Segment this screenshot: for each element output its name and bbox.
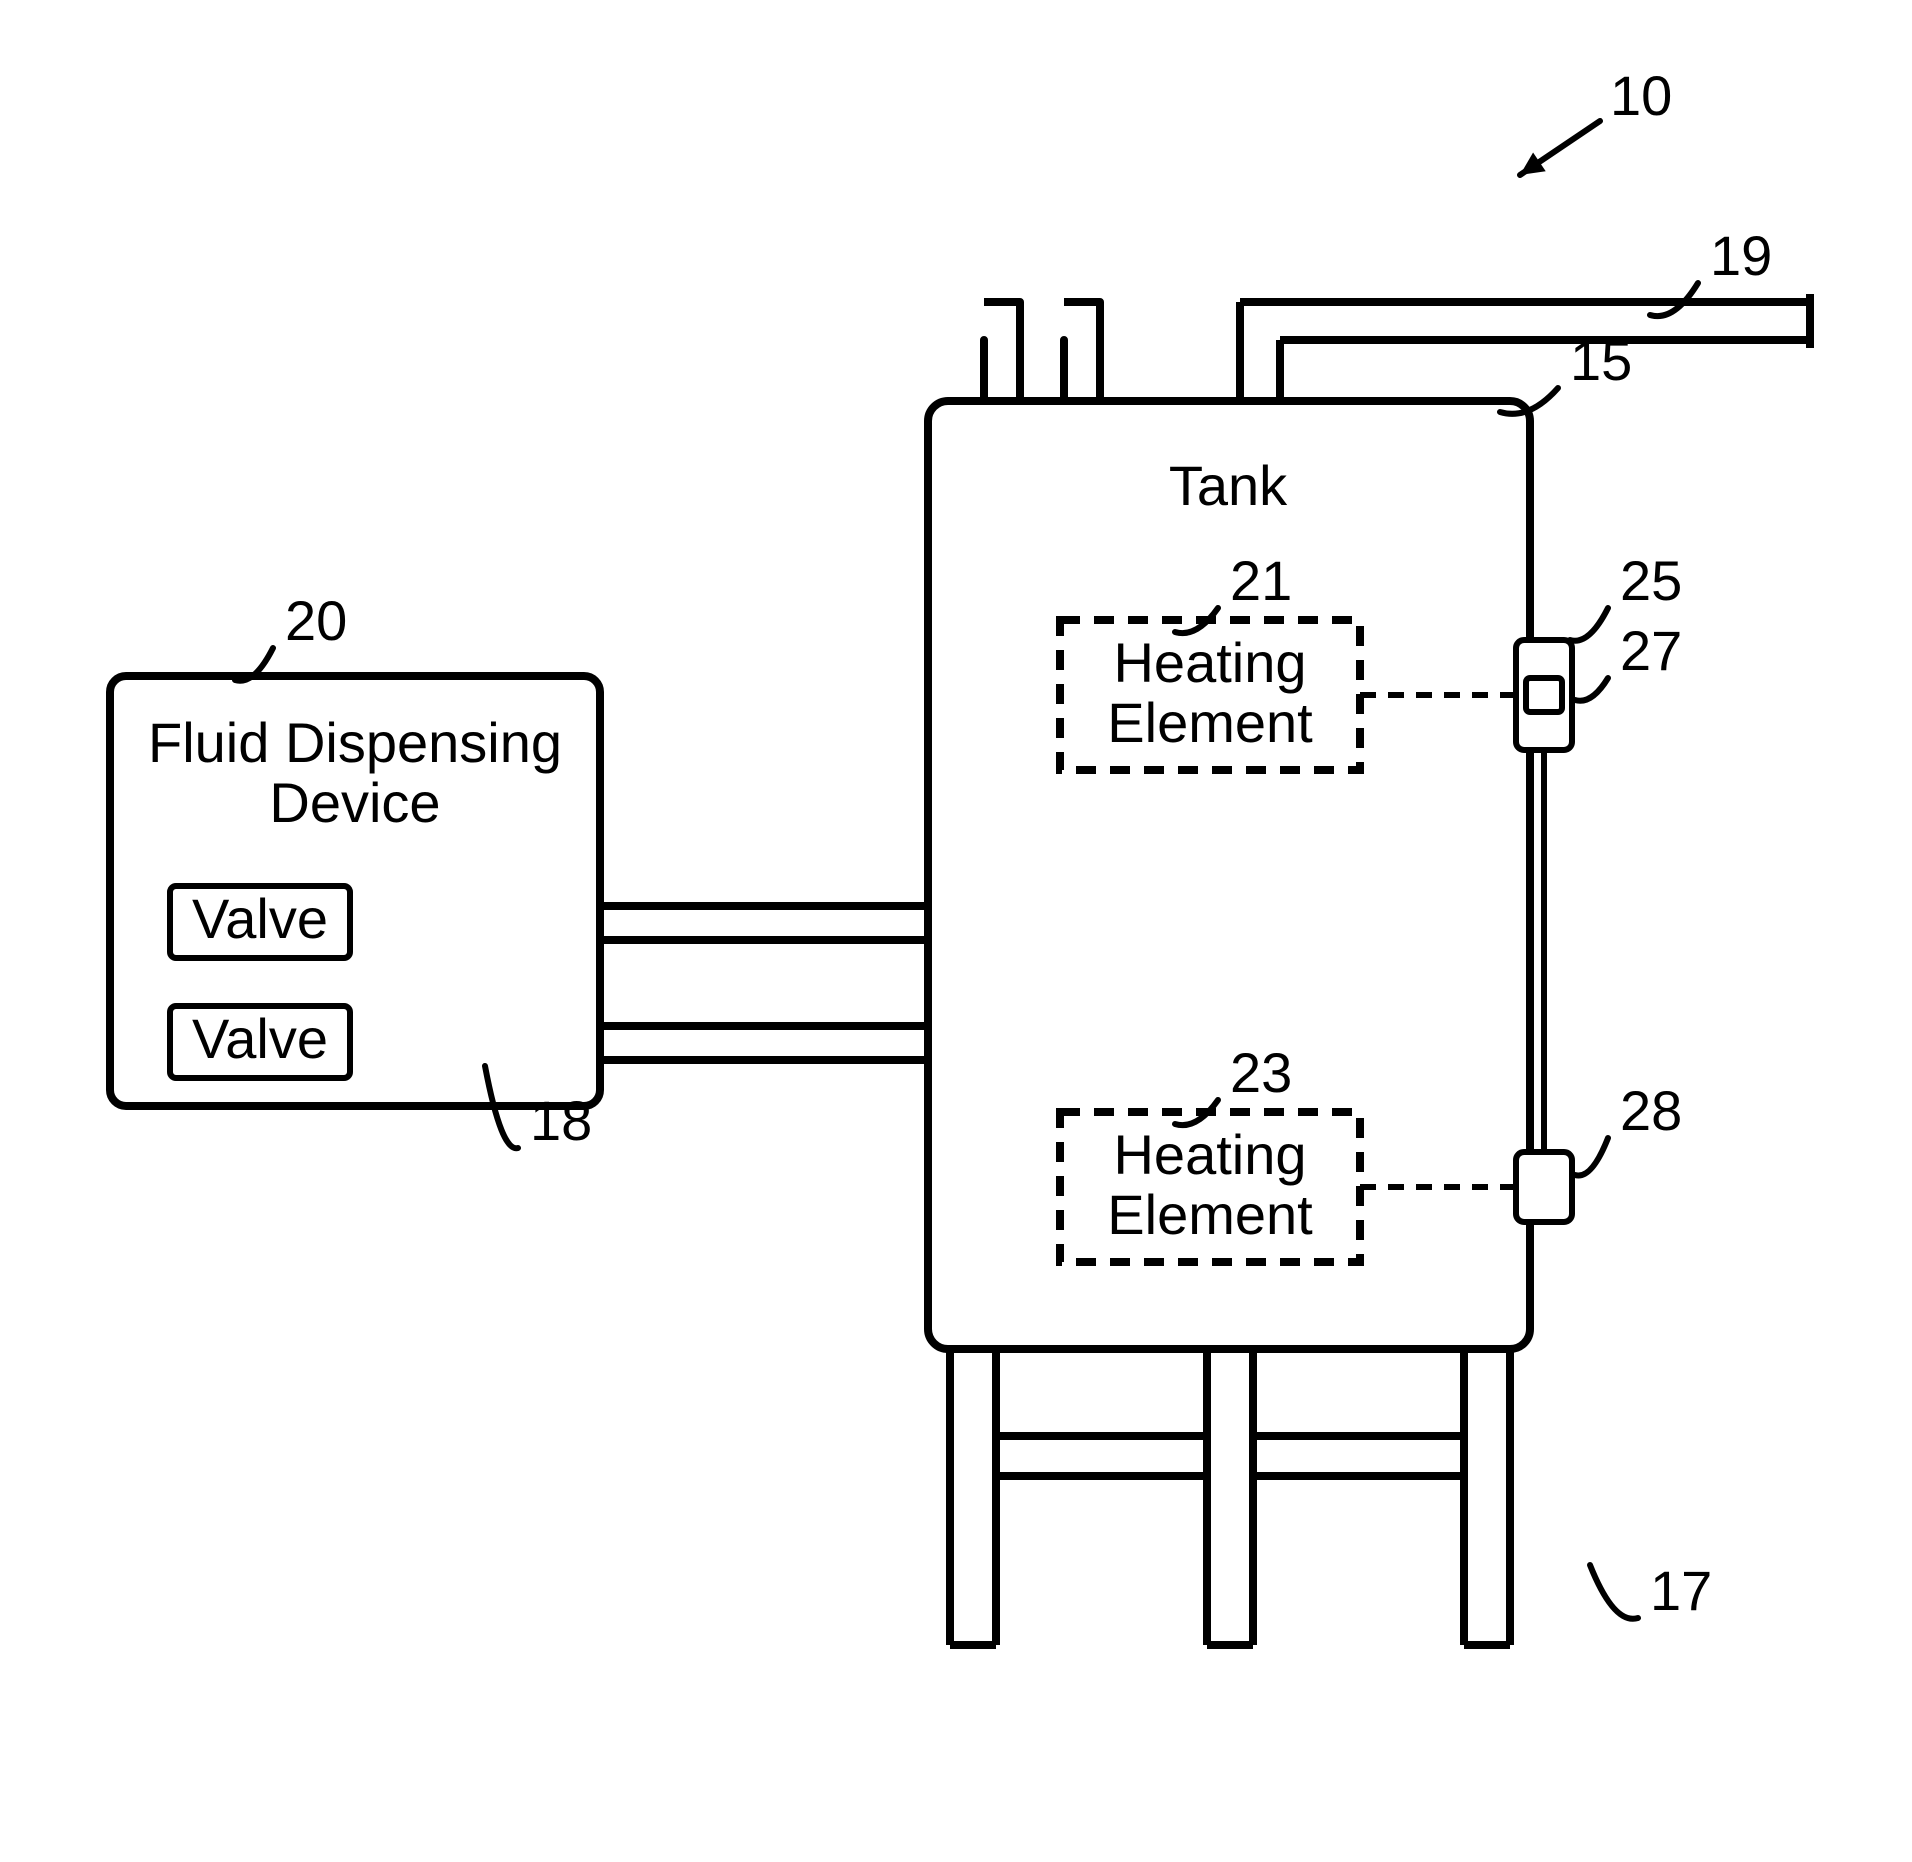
svg-text:15: 15 [1570,329,1632,392]
svg-text:Heating: Heating [1113,1123,1306,1186]
svg-text:Tank: Tank [1169,454,1288,517]
svg-text:Element: Element [1107,691,1313,754]
svg-text:18: 18 [530,1089,592,1152]
svg-text:19: 19 [1710,224,1772,287]
svg-text:Heating: Heating [1113,631,1306,694]
svg-text:20: 20 [285,589,347,652]
svg-text:25: 25 [1620,549,1682,612]
svg-text:Device: Device [269,771,440,834]
svg-text:Fluid Dispensing: Fluid Dispensing [148,711,562,774]
svg-text:27: 27 [1620,619,1682,682]
svg-text:Valve: Valve [192,887,328,950]
svg-text:Element: Element [1107,1183,1313,1246]
svg-text:10: 10 [1610,64,1672,127]
svg-text:23: 23 [1230,1041,1292,1104]
svg-text:17: 17 [1650,1559,1712,1622]
svg-text:28: 28 [1620,1079,1682,1142]
svg-text:Valve: Valve [192,1007,328,1070]
svg-text:21: 21 [1230,549,1292,612]
